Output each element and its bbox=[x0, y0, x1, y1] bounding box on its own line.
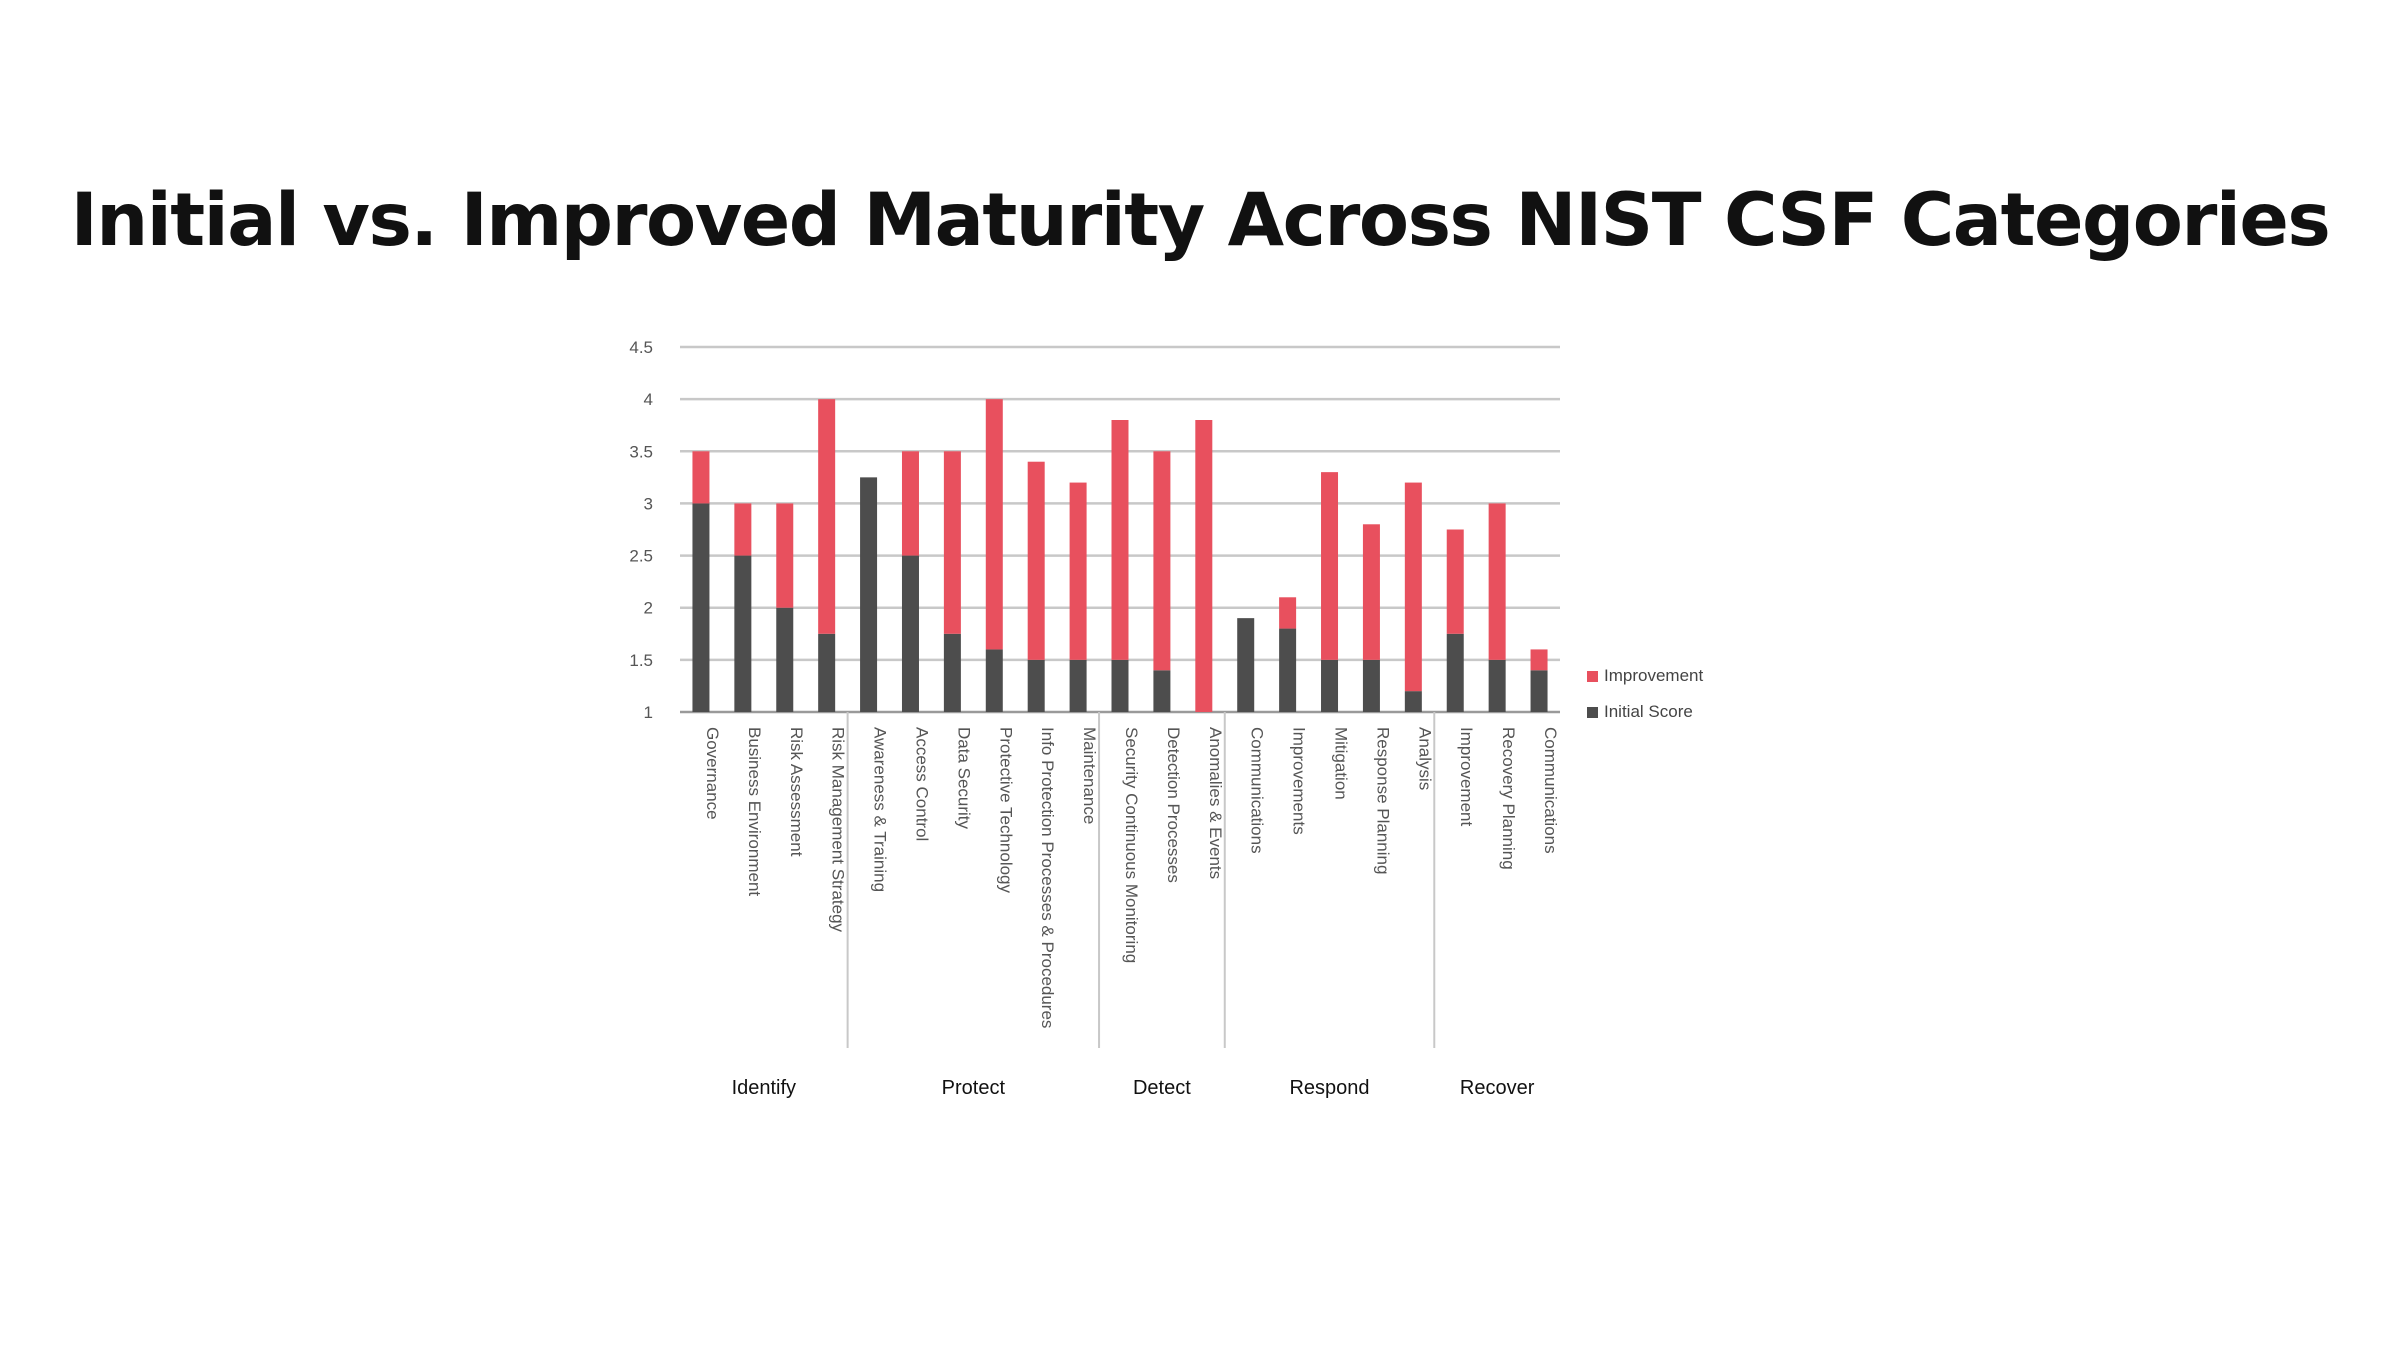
bar-initial-score bbox=[692, 503, 710, 712]
bar-improvement bbox=[1530, 649, 1548, 671]
x-tick-label: Detection Processes bbox=[1164, 727, 1183, 883]
x-tick-label: Protective Technology bbox=[996, 727, 1015, 894]
y-tick-label: 4.5 bbox=[629, 338, 653, 357]
y-tick-label: 1 bbox=[644, 703, 653, 722]
x-tick-label: Maintenance bbox=[1080, 727, 1099, 824]
bar-improvement bbox=[692, 451, 710, 504]
bar-initial-score bbox=[1488, 659, 1506, 712]
y-tick-label: 4 bbox=[644, 390, 653, 409]
legend-swatch bbox=[1587, 707, 1598, 718]
x-tick-label: Info Protection Processes & Procedures bbox=[1038, 727, 1057, 1028]
bar-initial-score bbox=[860, 477, 878, 712]
legend-swatch bbox=[1587, 671, 1598, 682]
bar-improvement bbox=[1404, 482, 1422, 692]
group-label: Recover bbox=[1460, 1077, 1535, 1099]
group-label: Protect bbox=[942, 1077, 1006, 1099]
group-label: Identify bbox=[732, 1077, 796, 1099]
bar-improvement bbox=[818, 399, 836, 634]
x-tick-label: Improvements bbox=[1290, 727, 1309, 835]
bar-improvement bbox=[1446, 529, 1464, 634]
bar-initial-score bbox=[1153, 670, 1171, 712]
x-tick-label: Communications bbox=[1541, 727, 1560, 854]
bars bbox=[692, 399, 1548, 712]
x-tick-label: Analysis bbox=[1415, 727, 1434, 790]
y-axis: 1 1.5 2 2.5 3 3.5 4 4.5 bbox=[629, 338, 653, 722]
bar-improvement bbox=[1195, 420, 1213, 712]
bar-improvement bbox=[1362, 524, 1380, 660]
bar-improvement bbox=[901, 451, 919, 556]
bar-improvement bbox=[1111, 420, 1129, 660]
legend: Improvement Initial Score bbox=[1587, 666, 1703, 721]
x-tick-label: Access Control bbox=[912, 727, 931, 841]
bar-initial-score bbox=[734, 555, 752, 712]
bar-initial-score bbox=[1069, 659, 1087, 712]
legend-label: Initial Score bbox=[1604, 702, 1693, 721]
bar-improvement bbox=[1069, 482, 1087, 660]
x-tick-label: Security Continuous Monitoring bbox=[1122, 727, 1141, 963]
bar-improvement bbox=[1279, 597, 1297, 629]
x-tick-label: Risk Management Strategy bbox=[829, 727, 848, 933]
bar-improvement bbox=[734, 503, 752, 556]
group-label: Respond bbox=[1289, 1077, 1369, 1099]
x-tick-label: Risk Assessment bbox=[787, 727, 806, 857]
y-tick-label: 2 bbox=[644, 599, 653, 618]
bar-initial-score bbox=[943, 633, 961, 712]
bar-initial-score bbox=[1027, 659, 1045, 712]
bar-initial-score bbox=[1279, 628, 1297, 712]
y-tick-label: 2.5 bbox=[629, 547, 653, 566]
bar-initial-score bbox=[1446, 633, 1464, 712]
x-axis: Governance Business Environment Risk Asses… bbox=[703, 727, 1560, 1028]
slide-title: Initial vs. Improved Maturity Across NIS… bbox=[70, 178, 2331, 263]
bar-improvement bbox=[1153, 451, 1171, 671]
x-tick-label: Anomalies & Events bbox=[1206, 727, 1225, 879]
bar-initial-score bbox=[985, 649, 1003, 712]
bar-improvement bbox=[985, 399, 1003, 650]
group-labels: Identify Protect Detect Respond Recover bbox=[732, 712, 1535, 1099]
bar-improvement bbox=[776, 503, 794, 608]
bar-initial-score bbox=[1362, 659, 1380, 712]
x-tick-label: Mitigation bbox=[1332, 727, 1351, 800]
x-tick-label: Recovery Planning bbox=[1499, 727, 1518, 870]
bar-initial-score bbox=[901, 555, 919, 712]
x-tick-label: Communications bbox=[1248, 727, 1267, 854]
bar-initial-score bbox=[1111, 659, 1129, 712]
bar-initial-score bbox=[1237, 618, 1255, 712]
bar-improvement bbox=[1027, 461, 1045, 660]
legend-label: Improvement bbox=[1604, 666, 1703, 685]
y-tick-label: 3 bbox=[644, 494, 653, 513]
x-tick-label: Data Security bbox=[954, 727, 973, 830]
x-tick-label: Response Planning bbox=[1373, 727, 1392, 874]
bar-improvement bbox=[1488, 503, 1506, 660]
bar-initial-score bbox=[1321, 659, 1339, 712]
x-tick-label: Business Environment bbox=[745, 727, 764, 896]
group-label: Detect bbox=[1133, 1077, 1191, 1099]
x-tick-label: Improvement bbox=[1457, 727, 1476, 826]
x-tick-label: Awareness & Training bbox=[871, 727, 890, 892]
bar-initial-score bbox=[776, 607, 794, 712]
bar-improvement bbox=[943, 451, 961, 634]
y-tick-label: 3.5 bbox=[629, 442, 653, 461]
bar-initial-score bbox=[1530, 670, 1548, 712]
bar-improvement bbox=[1321, 472, 1339, 660]
bar-initial-score bbox=[1404, 691, 1422, 712]
x-tick-label: Governance bbox=[703, 727, 722, 820]
bar-initial-score bbox=[818, 633, 836, 712]
y-tick-label: 1.5 bbox=[629, 651, 653, 670]
